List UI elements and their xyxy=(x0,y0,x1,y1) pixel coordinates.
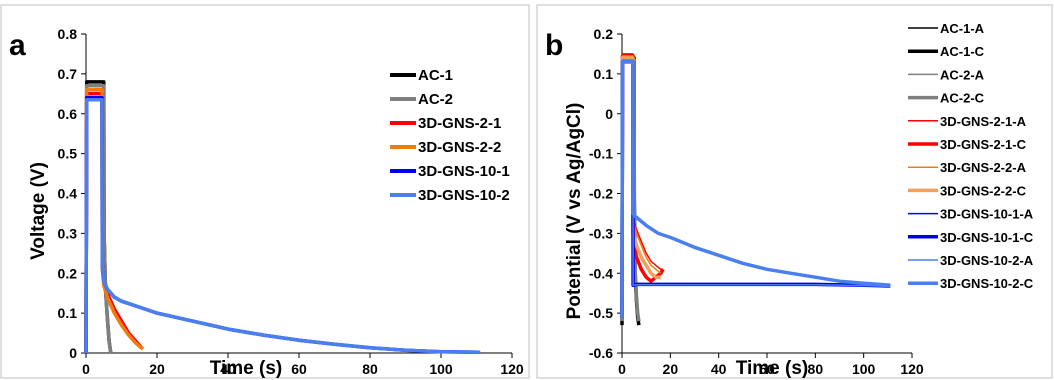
legend-label: 3D-GNS-10-2-C xyxy=(940,276,1034,291)
x-tick-label: 100 xyxy=(429,361,453,377)
y-tick-label: -0.1 xyxy=(589,146,613,162)
panel-b-legend: AC-1-A AC-1-C AC-2-A AC-2-C 3D-GNS-2-1-A 3D-G… xyxy=(908,21,1034,291)
legend-label: AC-1 xyxy=(418,67,453,84)
series-line-a-4 xyxy=(84,88,144,354)
legend-item: 3D-GNS-10-1-C xyxy=(908,230,1034,245)
legend-item: 3D-GNS-2-2 xyxy=(390,139,501,156)
series-line-b-7 xyxy=(621,55,662,314)
panel-a-frame xyxy=(0,4,530,379)
panel-a-ylabel: Voltage (V) xyxy=(28,162,49,260)
x-tick-label: 0 xyxy=(82,361,90,377)
legend-item: 3D-GNS-10-1-A xyxy=(908,207,1034,222)
y-tick-label: 0.2 xyxy=(594,26,614,42)
legend-label: 3D-GNS-10-1-A xyxy=(940,207,1034,222)
y-tick-label: 0.3 xyxy=(58,225,78,241)
panel-b-ylabel: Potential (V vs Ag/AgCl) xyxy=(564,103,585,320)
y-tick-label: 0.1 xyxy=(594,66,614,82)
legend-item: 3D-GNS-2-2-A xyxy=(908,160,1027,175)
legend-label: AC-1-C xyxy=(940,44,985,59)
y-tick-label: 0 xyxy=(69,345,77,361)
legend-item: AC-2 xyxy=(390,91,453,108)
y-tick-label: -0.5 xyxy=(589,305,613,321)
series-line-a-2 xyxy=(84,84,113,354)
y-tick-label: 0 xyxy=(605,106,613,122)
x-tick-label: 20 xyxy=(663,361,679,377)
legend-label: 3D-GNS-2-2-C xyxy=(940,183,1027,198)
y-tick-label: -0.3 xyxy=(589,225,613,241)
legend-label: 3D-GNS-10-1-C xyxy=(940,230,1034,245)
legend-label: 3D-GNS-2-1 xyxy=(418,115,501,132)
y-tick-label: 0.1 xyxy=(58,305,78,321)
y-tick-label: 0.4 xyxy=(58,186,78,202)
legend-label: 3D-GNS-2-2-A xyxy=(940,160,1027,175)
series-line-b-8 xyxy=(620,56,661,318)
panel-a-xlabel: Time (s) xyxy=(210,358,283,379)
y-tick-label: -0.2 xyxy=(589,186,613,202)
panel-a-letter: a xyxy=(9,29,26,62)
series-line-b-12 xyxy=(620,60,891,318)
x-tick-label: 20 xyxy=(149,361,165,377)
legend-item: AC-1-A xyxy=(908,21,985,36)
panel-a-legend: AC-1 AC-2 3D-GNS-2-1 3D-GNS-2-2 3D-GNS-10-1 3… xyxy=(390,67,510,204)
legend-label: 3D-GNS-10-2 xyxy=(418,187,510,204)
y-tick-label: -0.6 xyxy=(589,345,613,361)
legend-item: AC-2-C xyxy=(908,91,985,106)
x-tick-label: 0 xyxy=(618,361,626,377)
series-line-a-6 xyxy=(84,98,481,354)
panel-b-frame xyxy=(536,4,1053,379)
series-line-b-5 xyxy=(621,53,664,314)
x-tick-label: 60 xyxy=(759,361,775,377)
x-tick-label: 80 xyxy=(808,361,824,377)
x-tick-label: 120 xyxy=(900,361,924,377)
legend-item: AC-1-C xyxy=(908,44,985,59)
legend-item: AC-1 xyxy=(390,67,453,84)
legend-label: 3D-GNS-2-2 xyxy=(418,139,501,156)
legend-item: 3D-GNS-2-1-C xyxy=(908,137,1027,152)
y-tick-label: 0.2 xyxy=(58,265,78,281)
legend-label: AC-2 xyxy=(418,91,453,108)
legend-item: 3D-GNS-2-2-C xyxy=(908,183,1027,198)
x-tick-label: 120 xyxy=(500,361,524,377)
legend-label: AC-1-A xyxy=(940,21,985,36)
y-tick-label: 0.7 xyxy=(58,66,78,82)
legend-item: 3D-GNS-10-2-C xyxy=(908,276,1034,291)
panel-b-xlabel: Time (s) xyxy=(736,358,809,379)
y-tick-label: -0.4 xyxy=(589,265,613,281)
legend-item: 3D-GNS-10-2-A xyxy=(908,253,1034,268)
legend-label: AC-2-A xyxy=(940,67,985,82)
y-tick-label: 0.5 xyxy=(58,146,78,162)
legend-label: 3D-GNS-2-1-C xyxy=(940,137,1027,152)
x-tick-label: 100 xyxy=(852,361,876,377)
x-tick-label: 40 xyxy=(220,361,236,377)
x-tick-label: 40 xyxy=(711,361,727,377)
x-tick-label: 60 xyxy=(291,361,307,377)
legend-item: AC-2-A xyxy=(908,67,985,82)
panel-b-letter: b xyxy=(545,29,563,62)
panel-b-plot: -0.6 -0.5 -0.4 -0.3 -0.2 -0.1 0 0.1 0.2 0 20 40 60 80… xyxy=(589,26,924,377)
legend-label: 3D-GNS-10-1 xyxy=(418,163,510,180)
x-tick-label: 80 xyxy=(362,361,378,377)
legend-label: 3D-GNS-2-1-A xyxy=(940,114,1027,129)
legend-item: 3D-GNS-10-2 xyxy=(390,187,510,204)
legend-item: 3D-GNS-10-1 xyxy=(390,163,510,180)
legend-item: 3D-GNS-2-1-A xyxy=(908,114,1027,129)
y-tick-label: 0.6 xyxy=(58,106,78,122)
legend-item: 3D-GNS-2-1 xyxy=(390,115,501,132)
legend-label: 3D-GNS-10-2-A xyxy=(940,253,1034,268)
panel-a-plot: 0 0.1 0.2 0.3 0.4 0.5 0.6 0.7 0.8 0 20 40 60 80 100 120 xyxy=(58,26,524,377)
y-tick-label: 0.8 xyxy=(58,26,78,42)
legend-label: AC-2-C xyxy=(940,91,985,106)
